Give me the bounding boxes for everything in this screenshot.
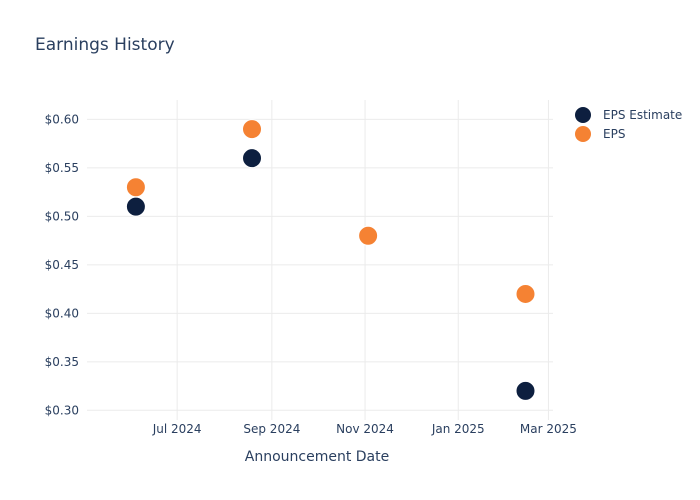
grid [87, 100, 553, 420]
x-tick-label: Sep 2024 [243, 422, 300, 436]
x-tick-label: Nov 2024 [336, 422, 394, 436]
eps-point[interactable] [242, 119, 263, 140]
x-axis-ticks: Jul 2024 Sep 2024 Nov 2024 Jan 2025 Mar 2025 [152, 422, 577, 436]
x-tick-label: Jan 2025 [431, 422, 485, 436]
legend-label: EPS Estimate [603, 108, 682, 122]
data-points [125, 119, 536, 401]
eps-estimate-point[interactable] [242, 148, 263, 169]
chart-title: Earnings History [35, 35, 175, 55]
eps-point[interactable] [358, 225, 379, 246]
y-tick-label: $0.55 [45, 161, 79, 175]
y-tick-label: $0.50 [45, 209, 79, 223]
eps-point[interactable] [125, 177, 146, 198]
x-tick-label: Mar 2025 [520, 422, 577, 436]
legend: EPS Estimate EPS [575, 107, 682, 142]
y-axis-ticks: $0.30 $0.35 $0.40 $0.45 $0.50 $0.55 $0.60 [45, 112, 79, 417]
x-tick-label: Jul 2024 [152, 422, 202, 436]
eps-estimate-point[interactable] [125, 196, 146, 217]
legend-label: EPS [603, 127, 625, 141]
legend-marker [575, 107, 591, 123]
y-tick-label: $0.35 [45, 355, 79, 369]
y-tick-label: $0.30 [45, 403, 79, 417]
eps-point[interactable] [515, 283, 536, 304]
y-tick-label: $0.45 [45, 258, 79, 272]
eps-estimate-point[interactable] [515, 380, 536, 401]
y-tick-label: $0.60 [45, 112, 79, 126]
x-axis-title: Announcement Date [245, 449, 389, 465]
legend-marker [575, 126, 591, 142]
y-tick-label: $0.40 [45, 306, 79, 320]
